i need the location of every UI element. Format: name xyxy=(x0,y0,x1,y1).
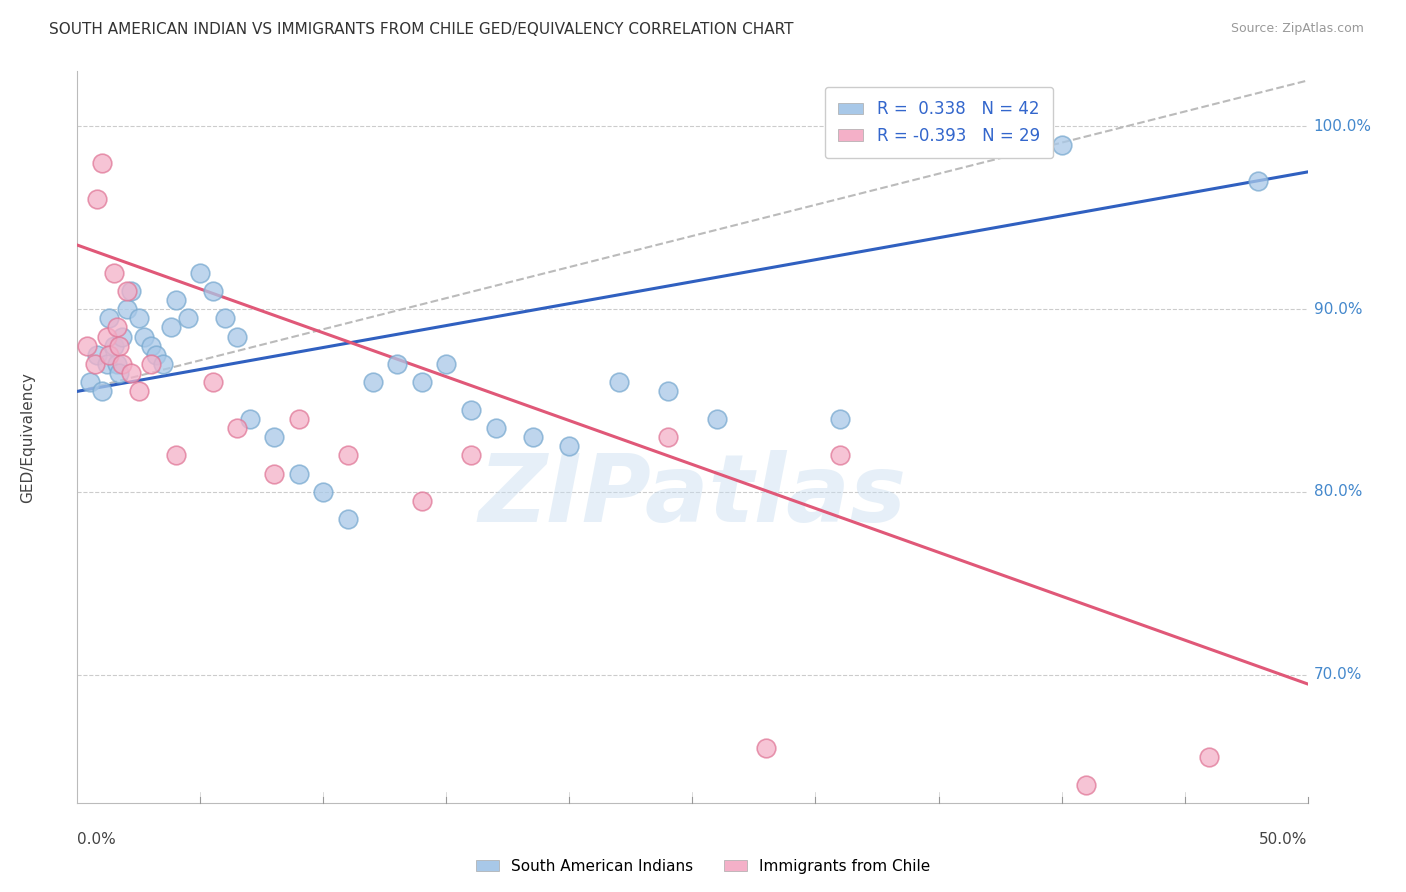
Point xyxy=(188,266,212,280)
Point xyxy=(98,348,121,362)
Point xyxy=(460,402,482,417)
Point xyxy=(98,311,121,326)
Text: 70.0%: 70.0% xyxy=(1313,667,1362,682)
Point xyxy=(436,357,458,371)
Point xyxy=(165,293,187,307)
Point xyxy=(226,421,249,435)
Text: 50.0%: 50.0% xyxy=(1260,832,1308,847)
Point xyxy=(263,430,285,444)
Point xyxy=(108,366,131,380)
Point xyxy=(86,193,108,207)
Point xyxy=(1050,137,1073,152)
Point xyxy=(79,376,101,390)
Point xyxy=(830,412,852,426)
Point xyxy=(115,284,138,298)
Point xyxy=(928,120,950,134)
Text: ZIPatlas: ZIPatlas xyxy=(478,450,907,541)
Point xyxy=(152,357,174,371)
Point xyxy=(108,339,131,353)
Point xyxy=(288,412,311,426)
Point xyxy=(177,311,200,326)
Point xyxy=(90,384,114,399)
Point xyxy=(755,741,778,756)
Point xyxy=(411,494,433,508)
Text: 80.0%: 80.0% xyxy=(1313,484,1362,500)
Point xyxy=(128,384,150,399)
Point xyxy=(105,320,128,334)
Point xyxy=(160,320,183,334)
Point xyxy=(103,266,125,280)
Point xyxy=(288,467,311,481)
Point xyxy=(1076,778,1098,792)
Point xyxy=(83,357,105,371)
Point xyxy=(361,376,384,390)
Point xyxy=(115,302,138,317)
Point xyxy=(141,339,163,353)
Point xyxy=(522,430,544,444)
Point xyxy=(96,357,118,371)
Legend: South American Indians, Immigrants from Chile: South American Indians, Immigrants from … xyxy=(470,853,936,880)
Point xyxy=(121,284,143,298)
Point xyxy=(86,348,108,362)
Point xyxy=(141,357,163,371)
Point xyxy=(337,512,360,526)
Text: Source: ZipAtlas.com: Source: ZipAtlas.com xyxy=(1230,22,1364,36)
Point xyxy=(239,412,262,426)
Point xyxy=(657,430,679,444)
Point xyxy=(607,376,630,390)
Text: GED/Equivalency: GED/Equivalency xyxy=(21,372,35,502)
Point xyxy=(263,467,285,481)
Point xyxy=(121,366,143,380)
Text: 0.0%: 0.0% xyxy=(77,832,117,847)
Point xyxy=(1198,750,1220,764)
Point xyxy=(111,329,132,343)
Text: SOUTH AMERICAN INDIAN VS IMMIGRANTS FROM CHILE GED/EQUIVALENCY CORRELATION CHART: SOUTH AMERICAN INDIAN VS IMMIGRANTS FROM… xyxy=(49,22,794,37)
Point xyxy=(337,449,360,463)
Point xyxy=(128,311,150,326)
Point xyxy=(385,357,409,371)
Point xyxy=(76,339,98,353)
Point xyxy=(90,156,114,170)
Point xyxy=(411,376,433,390)
Point xyxy=(830,449,852,463)
Point xyxy=(226,329,249,343)
Point xyxy=(1247,174,1270,188)
Text: 100.0%: 100.0% xyxy=(1313,119,1372,134)
Point xyxy=(165,449,187,463)
Point xyxy=(558,439,581,453)
Legend: R =  0.338   N = 42, R = -0.393   N = 29: R = 0.338 N = 42, R = -0.393 N = 29 xyxy=(825,87,1053,158)
Point xyxy=(103,339,125,353)
Point xyxy=(145,348,167,362)
Point xyxy=(312,485,335,500)
Point xyxy=(132,329,155,343)
Point xyxy=(706,412,728,426)
Point xyxy=(201,284,224,298)
Point xyxy=(460,449,482,463)
Point xyxy=(214,311,236,326)
Point xyxy=(96,329,118,343)
Point xyxy=(657,384,679,399)
Point xyxy=(201,376,224,390)
Point xyxy=(485,421,508,435)
Point xyxy=(1001,128,1024,143)
Point xyxy=(111,357,132,371)
Point xyxy=(105,357,128,371)
Text: 90.0%: 90.0% xyxy=(1313,301,1362,317)
